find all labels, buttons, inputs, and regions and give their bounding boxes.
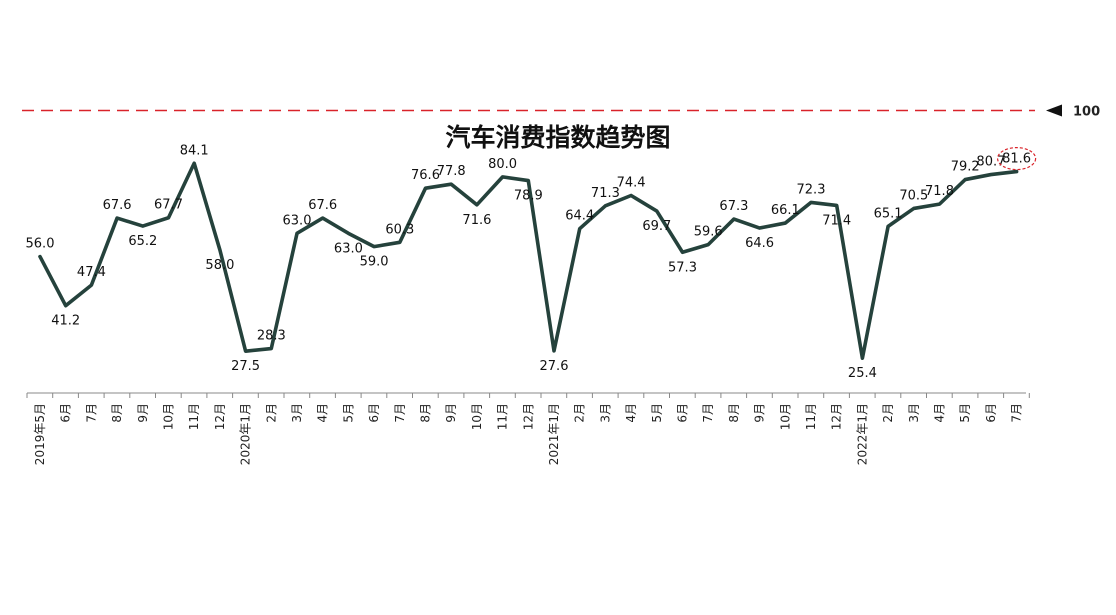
x-tick-label: 2021年1月 xyxy=(547,403,561,465)
x-tick-label: 8月 xyxy=(419,403,433,423)
data-label: 56.0 xyxy=(26,237,55,252)
data-label: 78.9 xyxy=(514,189,543,204)
data-label: 77.8 xyxy=(437,164,466,179)
x-tick-label: 7月 xyxy=(393,403,407,423)
data-label: 67.6 xyxy=(103,198,132,213)
data-label: 27.5 xyxy=(231,359,260,374)
reference-arrow-icon xyxy=(1046,104,1062,117)
data-label: 67.7 xyxy=(154,198,183,213)
data-label: 57.3 xyxy=(668,260,697,275)
x-tick-label: 4月 xyxy=(316,403,330,423)
data-label: 74.4 xyxy=(617,175,646,190)
x-tick-label: 9月 xyxy=(444,403,458,423)
x-tick-label: 3月 xyxy=(290,403,304,423)
x-tick-label: 6月 xyxy=(676,403,690,423)
x-tick-label: 4月 xyxy=(933,403,947,423)
x-tick-label: 8月 xyxy=(110,403,124,423)
x-tick-label: 11月 xyxy=(496,403,510,430)
x-tick-label: 9月 xyxy=(136,403,150,423)
x-tick-label: 6月 xyxy=(367,403,381,423)
x-tick-label: 7月 xyxy=(1010,403,1024,423)
data-label: 60.3 xyxy=(385,222,414,237)
data-label: 72.3 xyxy=(797,182,826,197)
data-label: 41.2 xyxy=(51,314,80,329)
x-tick-label: 6月 xyxy=(59,403,73,423)
data-label: 58.0 xyxy=(205,258,234,273)
x-tick-label: 11月 xyxy=(804,403,818,430)
x-tick-label: 2019年5月 xyxy=(33,403,47,465)
data-label: 59.6 xyxy=(694,225,723,240)
data-label: 65.2 xyxy=(128,234,157,249)
data-label: 80.7 xyxy=(976,155,1005,170)
data-label: 59.0 xyxy=(360,255,389,270)
data-label: 71.4 xyxy=(822,213,851,228)
data-label: 27.6 xyxy=(540,359,569,374)
x-tick-label: 12月 xyxy=(830,403,844,430)
data-label: 71.6 xyxy=(462,213,491,228)
x-tick-label: 8月 xyxy=(727,403,741,423)
x-tick-label: 12月 xyxy=(213,403,227,430)
data-label: 64.6 xyxy=(745,236,774,251)
data-label: 71.3 xyxy=(591,186,620,201)
x-tick-label: 2月 xyxy=(264,403,278,423)
x-tick-label: 3月 xyxy=(907,403,921,423)
x-tick-label: 2022年1月 xyxy=(855,403,869,465)
data-label: 65.1 xyxy=(874,206,903,221)
x-tick-label: 6月 xyxy=(984,403,998,423)
reference-line-label: 100 xyxy=(1073,105,1100,120)
data-label: 84.1 xyxy=(180,143,209,158)
x-tick-label: 5月 xyxy=(650,403,664,423)
x-tick-label: 9月 xyxy=(753,403,767,423)
x-tick-label: 7月 xyxy=(84,403,98,423)
data-label: 69.7 xyxy=(642,219,671,234)
data-label: 79.2 xyxy=(951,160,980,175)
x-tick-label: 7月 xyxy=(701,403,715,423)
x-tick-label: 4月 xyxy=(624,403,638,423)
data-label: 28.3 xyxy=(257,329,286,344)
data-label: 64.4 xyxy=(565,209,594,224)
data-label: 80.0 xyxy=(488,157,517,172)
x-tick-label: 3月 xyxy=(598,403,612,423)
data-label: 76.6 xyxy=(411,168,440,183)
data-label: 25.4 xyxy=(848,366,877,381)
x-tick-label: 11月 xyxy=(187,403,201,430)
x-tick-label: 2月 xyxy=(881,403,895,423)
last-value-highlight xyxy=(996,146,1037,171)
data-label: 63.0 xyxy=(283,213,312,228)
x-tick-label: 10月 xyxy=(162,403,176,430)
data-label: 71.8 xyxy=(925,184,954,199)
chart-title: 汽车消费指数趋势图 xyxy=(445,123,671,152)
x-tick-label: 10月 xyxy=(778,403,792,430)
data-label: 81.6 xyxy=(1002,152,1031,167)
data-label: 47.4 xyxy=(77,265,106,280)
x-tick-label: 2020年1月 xyxy=(239,403,253,465)
x-tick-label: 5月 xyxy=(341,403,355,423)
data-label: 67.6 xyxy=(308,198,337,213)
data-label: 66.1 xyxy=(771,203,800,218)
data-label: 63.0 xyxy=(334,241,363,256)
x-tick-label: 10月 xyxy=(470,403,484,430)
series-line xyxy=(38,161,1019,360)
x-tick-label: 2月 xyxy=(573,403,587,423)
data-label: 67.3 xyxy=(719,199,748,214)
x-tick-label: 5月 xyxy=(958,403,972,423)
data-label: 70.5 xyxy=(899,188,928,203)
x-tick-label: 12月 xyxy=(521,403,535,430)
